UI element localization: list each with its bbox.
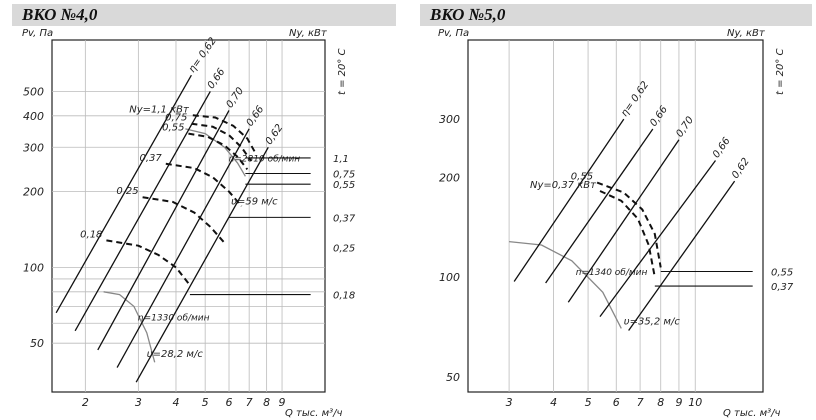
- efficiency-label: η= 0,62: [187, 36, 219, 75]
- power-scale-label: 0,37: [333, 213, 356, 224]
- power-curve: [191, 122, 252, 162]
- y-tick-label: 100: [439, 271, 460, 284]
- power-curve: [599, 190, 656, 278]
- efficiency-line: [116, 128, 250, 368]
- y-tick-label: 400: [23, 110, 44, 123]
- power-curve: [192, 114, 256, 153]
- power-curve-label: 0,18: [80, 229, 102, 240]
- chart-panel-vko4: ВКО №4,0 2 3 4 5 6 7 8 9 50 100 200 300 400 500 Pv, Па…: [12, 4, 396, 419]
- y-axis-label: Pv, Па: [22, 28, 53, 39]
- efficiency-line: [599, 160, 717, 318]
- x-axis-label: Q тыс. м³/ч: [723, 408, 781, 419]
- x-tick-label: 9: [279, 396, 286, 409]
- efficiency-line: [135, 146, 269, 383]
- power-scale-label: 0,55: [771, 268, 793, 279]
- efficiency-line: [97, 110, 230, 351]
- x-tick-label: 7: [246, 396, 253, 409]
- efficiency-label: 0,70: [224, 86, 246, 111]
- x-tick-label: 2: [82, 396, 89, 409]
- power-curve: [165, 162, 243, 207]
- power-curve-label: 0,55: [162, 123, 184, 134]
- efficiency-line: [567, 139, 680, 303]
- power-curve: [106, 239, 191, 286]
- power-curve-label: 0,25: [116, 186, 138, 197]
- x-axis-label: Q тыс. м³/ч: [285, 408, 343, 419]
- y-tick-label: 500: [23, 85, 44, 98]
- power-scale-label: 0,55: [333, 180, 355, 191]
- x-tick-label: 10: [688, 396, 702, 409]
- power-curve-label: 0,75: [165, 113, 187, 124]
- chart-title: ВКО №4,0: [22, 5, 98, 24]
- power-scale-label: 0,75: [333, 169, 355, 180]
- y-tick-label: 200: [23, 186, 44, 199]
- efficiency-label: 0,66: [648, 104, 670, 129]
- efficiency-line: [55, 74, 192, 314]
- y-tick-label: 50: [446, 371, 460, 384]
- efficiency-line: [545, 128, 654, 284]
- y2-axis-label: Ny, кВт: [727, 28, 766, 39]
- chart-title: ВКО №5,0: [430, 5, 506, 24]
- power-scale-label: 0,18: [333, 291, 355, 302]
- x-tick-label: 3: [506, 396, 513, 409]
- power-scale-label: 1,1: [333, 154, 349, 165]
- x-tick-label: 5: [202, 396, 209, 409]
- power-curve: [142, 196, 226, 244]
- velocity-label: υ=28,2 м/с: [147, 349, 204, 360]
- efficiency-label: 0,66: [206, 67, 228, 92]
- plot-frame: [51, 39, 326, 393]
- y-axis-label: Pv, Па: [438, 28, 469, 39]
- x-tick-label: 6: [613, 396, 620, 409]
- chart-titlebar: ВКО №5,0: [420, 4, 812, 26]
- x-tick-label: 9: [675, 396, 682, 409]
- velocity-label: υ=35,2 м/с: [624, 316, 681, 327]
- fan-curve: [185, 128, 246, 177]
- x-tick-label: 8: [263, 396, 270, 409]
- x-tick-label: 6: [226, 396, 233, 409]
- y-tick-label: 100: [23, 261, 44, 274]
- power-scale-label: 0,37: [771, 282, 794, 293]
- plot-frame: [467, 39, 764, 393]
- x-tick-label: 4: [172, 396, 179, 409]
- chart-vko4-svg: 2 3 4 5 6 7 8 9 50 100 200 300 400 500 Pv, Па Ny, кВт Q …: [22, 28, 356, 419]
- y-tick-label: 300: [439, 113, 460, 126]
- efficiency-label: 0,66: [245, 104, 267, 129]
- efficiency-line: [628, 180, 736, 331]
- fan-curve: [103, 291, 156, 363]
- x-tick-label: 8: [657, 396, 664, 409]
- power-curve-label: 0,55: [571, 172, 593, 183]
- power-curve-label: Ny=1,1 кВт: [129, 104, 190, 115]
- fan-curve-label: n=2810 об/мин: [229, 154, 301, 164]
- power-scale-label: 0,25: [333, 243, 355, 254]
- efficiency-label: 0,62: [730, 156, 752, 181]
- chart-panel-vko5: ВКО №5,0 3 4 5 6 7 8 9 10 50 100 200 300 Pv, Па Ny, к…: [408, 0, 816, 420]
- y-tick-label: 300: [23, 141, 44, 154]
- chart-vko5-svg: 3 4 5 6 7 8 9 10 50 100 200 300 Pv, Па Ny, кВт Q тыс. …: [438, 28, 794, 419]
- x-tick-label: 5: [585, 396, 592, 409]
- x-tick-label: 7: [637, 396, 644, 409]
- efficiency-label: η= 0,62: [619, 80, 651, 119]
- chart-titlebar: ВКО №4,0: [12, 4, 396, 26]
- y2-axis-label: Ny, кВт: [289, 28, 328, 39]
- power-curve: [188, 132, 249, 171]
- fan-curve-label: n=1340 об/мин: [576, 268, 648, 278]
- power-curve-label: 0,37: [140, 153, 163, 164]
- temperature-label: t = 20° C: [337, 48, 348, 95]
- temperature-label: t = 20° C: [775, 48, 786, 95]
- efficiency-label: 0,70: [674, 115, 696, 140]
- efficiency-line: [513, 118, 625, 282]
- y-tick-label: 50: [30, 337, 44, 350]
- x-tick-label: 4: [550, 396, 557, 409]
- efficiency-line: [74, 91, 211, 332]
- efficiency-label: 0,66: [711, 136, 733, 161]
- x-tick-label: 3: [135, 396, 142, 409]
- velocity-label: υ=59 м/с: [231, 196, 278, 207]
- power-curve: [596, 181, 662, 268]
- fan-curve-label: n=1330 об/мин: [138, 313, 210, 323]
- power-curve-label: Ny=0,37 кВт: [530, 180, 597, 191]
- y-tick-label: 200: [439, 171, 460, 184]
